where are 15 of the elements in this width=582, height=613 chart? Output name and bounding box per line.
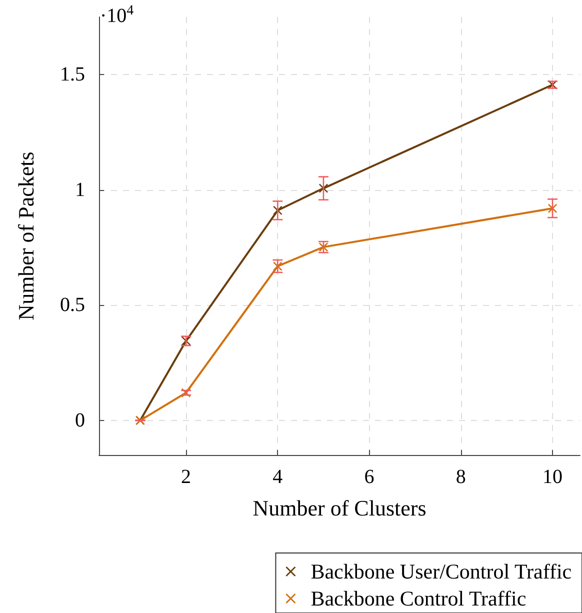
y-tick-label: 1.5 <box>60 64 85 86</box>
x-tick-label: 4 <box>272 466 283 488</box>
x-tick-label: 10 <box>542 466 563 488</box>
x-tick-label: 8 <box>456 466 466 488</box>
legend-label: Backbone Control Traffic <box>310 586 526 610</box>
point <box>548 204 558 213</box>
y-tick-label: 1 <box>75 178 85 201</box>
x-tick-label: 6 <box>364 466 374 488</box>
point <box>318 184 328 193</box>
y-tick-label: 0 <box>75 409 85 432</box>
y-axis-title: Number of Packets <box>14 152 38 320</box>
x-axis-title: Number of Clusters <box>252 496 426 520</box>
y-tick-label: 0.5 <box>60 294 85 316</box>
legend-label: Backbone User/Control Traffic <box>310 560 572 584</box>
x-tick-label: 2 <box>181 466 192 488</box>
